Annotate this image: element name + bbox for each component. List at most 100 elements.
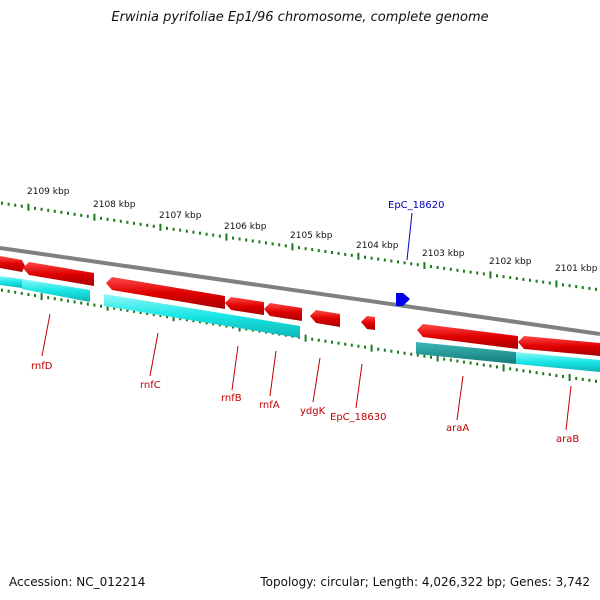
minor-tick bbox=[509, 367, 512, 371]
kbp-labels: 2109 kbp 2108 kbp 2107 kbp 2106 kbp 2105… bbox=[27, 187, 598, 274]
gene-arrow-rnfB[interactable] bbox=[225, 297, 264, 315]
minor-tick bbox=[364, 345, 366, 349]
minor-tick bbox=[410, 352, 413, 356]
minor-tick bbox=[133, 309, 135, 313]
minor-tick bbox=[284, 244, 287, 248]
gene-label-rnfD: rnfD bbox=[31, 361, 53, 372]
minor-tick bbox=[337, 251, 340, 255]
minor-tick bbox=[205, 321, 208, 325]
page-title: Erwinia pyrifoliae Ep1/96 chromosome, co… bbox=[111, 10, 489, 25]
minor-tick bbox=[383, 258, 386, 262]
minor-tick bbox=[100, 216, 102, 220]
minor-tick bbox=[350, 253, 353, 257]
reverse-feature-bar bbox=[22, 279, 90, 302]
kbp-label: 2102 kbp bbox=[489, 257, 532, 267]
gene-arrow-rnfC[interactable] bbox=[106, 277, 225, 309]
minor-tick bbox=[535, 371, 538, 375]
major-tick bbox=[436, 354, 439, 362]
reverse-feature-bar bbox=[416, 342, 516, 364]
minor-tick bbox=[20, 291, 23, 295]
minor-tick bbox=[126, 308, 129, 312]
minor-tick bbox=[535, 279, 538, 283]
minor-tick bbox=[1, 288, 3, 292]
minor-tick bbox=[456, 359, 459, 363]
gene-arrow-EpC_18630[interactable] bbox=[361, 316, 375, 330]
major-tick bbox=[40, 293, 43, 301]
minor-tick bbox=[542, 372, 545, 376]
minor-tick bbox=[416, 263, 419, 267]
minor-tick bbox=[482, 272, 485, 276]
minor-tick bbox=[423, 354, 426, 358]
minor-tick bbox=[199, 320, 201, 324]
kbp-label: 2103 kbp bbox=[422, 249, 465, 259]
minor-tick bbox=[502, 275, 505, 279]
reverse-feature-bar bbox=[516, 352, 600, 372]
minor-tick bbox=[522, 277, 525, 281]
major-tick bbox=[370, 344, 373, 352]
minor-tick bbox=[436, 266, 439, 269]
minor-tick bbox=[179, 317, 182, 321]
minor-tick bbox=[73, 300, 76, 304]
gene-arrow-rnfA[interactable] bbox=[264, 303, 302, 321]
minor-tick bbox=[364, 255, 366, 259]
minor-tick bbox=[119, 307, 122, 311]
minor-tick bbox=[331, 340, 333, 344]
leader-line bbox=[269, 350, 277, 397]
minor-tick bbox=[443, 266, 446, 270]
gene-arrow-rnfD[interactable] bbox=[23, 262, 94, 286]
minor-tick bbox=[515, 368, 518, 372]
minor-tick bbox=[304, 247, 307, 251]
minor-tick bbox=[548, 281, 551, 285]
minor-tick bbox=[377, 257, 380, 261]
minor-tick bbox=[185, 318, 188, 322]
gene-label-rnfA: rnfA bbox=[259, 400, 280, 411]
minor-tick bbox=[575, 376, 578, 380]
minor-tick bbox=[225, 324, 228, 328]
forward-strand-genes bbox=[0, 256, 600, 356]
minor-tick bbox=[403, 261, 406, 265]
gene-arrow-araA[interactable] bbox=[417, 324, 518, 349]
reverse-strand-features bbox=[0, 276, 600, 372]
minor-tick bbox=[344, 342, 347, 346]
minor-tick bbox=[397, 350, 399, 354]
minor-tick bbox=[324, 250, 327, 253]
minor-tick bbox=[595, 287, 597, 291]
minor-tick bbox=[7, 202, 10, 206]
minor-tick bbox=[106, 217, 109, 221]
gene-arrow-araB[interactable] bbox=[518, 336, 600, 356]
minor-tick bbox=[53, 209, 56, 213]
minor-tick bbox=[34, 206, 36, 210]
gene-label-araA: araA bbox=[446, 423, 469, 434]
minor-tick bbox=[489, 364, 492, 368]
leader-line bbox=[355, 363, 363, 409]
major-tick bbox=[568, 374, 571, 381]
minor-tick bbox=[397, 260, 399, 264]
minor-tick bbox=[27, 293, 30, 296]
minor-tick bbox=[93, 303, 96, 307]
minor-tick bbox=[496, 365, 498, 369]
leader-line-EpC_18620 bbox=[406, 212, 413, 261]
accession-text: Accession: NC_012214 bbox=[9, 575, 146, 589]
minor-tick bbox=[278, 243, 281, 247]
kbp-label: 2109 kbp bbox=[27, 187, 70, 197]
minor-tick bbox=[192, 230, 195, 234]
minor-tick bbox=[152, 224, 155, 228]
leader-line bbox=[456, 375, 464, 421]
minor-tick bbox=[555, 374, 558, 378]
gene-arrow-ydgK[interactable] bbox=[310, 310, 340, 327]
minor-tick bbox=[80, 213, 83, 217]
minor-tick bbox=[449, 358, 452, 362]
minor-tick bbox=[232, 236, 234, 240]
minor-tick bbox=[192, 319, 195, 323]
gene-label-rnfB: rnfB bbox=[221, 393, 242, 404]
minor-tick bbox=[7, 289, 10, 293]
kbp-label: 2104 kbp bbox=[356, 241, 399, 251]
minor-tick bbox=[251, 239, 254, 243]
minor-tick bbox=[86, 214, 89, 218]
major-tick bbox=[502, 364, 505, 372]
gene-arrow-EpC_18620[interactable] bbox=[396, 293, 410, 306]
minor-tick bbox=[113, 306, 116, 310]
minor-tick bbox=[562, 375, 564, 378]
minor-tick bbox=[562, 283, 564, 287]
reverse-feature-bar bbox=[104, 294, 300, 338]
